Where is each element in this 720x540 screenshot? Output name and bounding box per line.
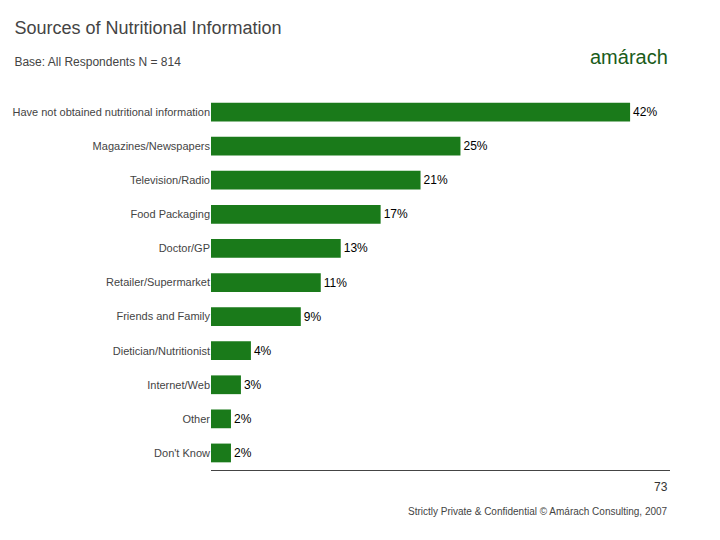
svg-text:42%: 42% (633, 105, 657, 119)
svg-text:25%: 25% (463, 139, 487, 153)
svg-text:11%: 11% (324, 276, 347, 290)
svg-text:Food Packaging: Food Packaging (131, 208, 211, 220)
svg-text:Television/Radio: Television/Radio (130, 174, 210, 186)
svg-text:Other: Other (182, 413, 210, 425)
svg-text:amárach: amárach (590, 46, 668, 68)
svg-text:13%: 13% (344, 241, 368, 255)
svg-text:Doctor/GP: Doctor/GP (159, 242, 210, 254)
svg-text:Strictly Private & Confidentia: Strictly Private & Confidential © Amárac… (408, 506, 668, 517)
svg-text:Have not obtained nutritional: Have not obtained nutritional informatio… (12, 106, 210, 118)
svg-text:2%: 2% (234, 446, 252, 460)
svg-text:73: 73 (654, 480, 668, 494)
svg-text:Internet/Web: Internet/Web (147, 379, 210, 391)
svg-text:9%: 9% (304, 310, 322, 324)
svg-text:3%: 3% (244, 378, 262, 392)
svg-text:4%: 4% (254, 344, 272, 358)
svg-text:2%: 2% (234, 412, 252, 426)
svg-text:Sources of Nutritional Informa: Sources of Nutritional Information (14, 18, 281, 38)
svg-text:21%: 21% (424, 173, 448, 187)
svg-text:Magazines/Newspapers: Magazines/Newspapers (93, 140, 211, 152)
svg-text:Dietician/Nutritionist: Dietician/Nutritionist (113, 345, 210, 357)
svg-text:Friends and Family: Friends and Family (116, 310, 210, 322)
svg-text:Retailer/Supermarket: Retailer/Supermarket (106, 276, 210, 288)
svg-text:17%: 17% (384, 207, 408, 221)
svg-text:Don't Know: Don't Know (154, 447, 210, 459)
svg-text:Base: All Respondents N = 814: Base: All Respondents N = 814 (14, 55, 181, 69)
